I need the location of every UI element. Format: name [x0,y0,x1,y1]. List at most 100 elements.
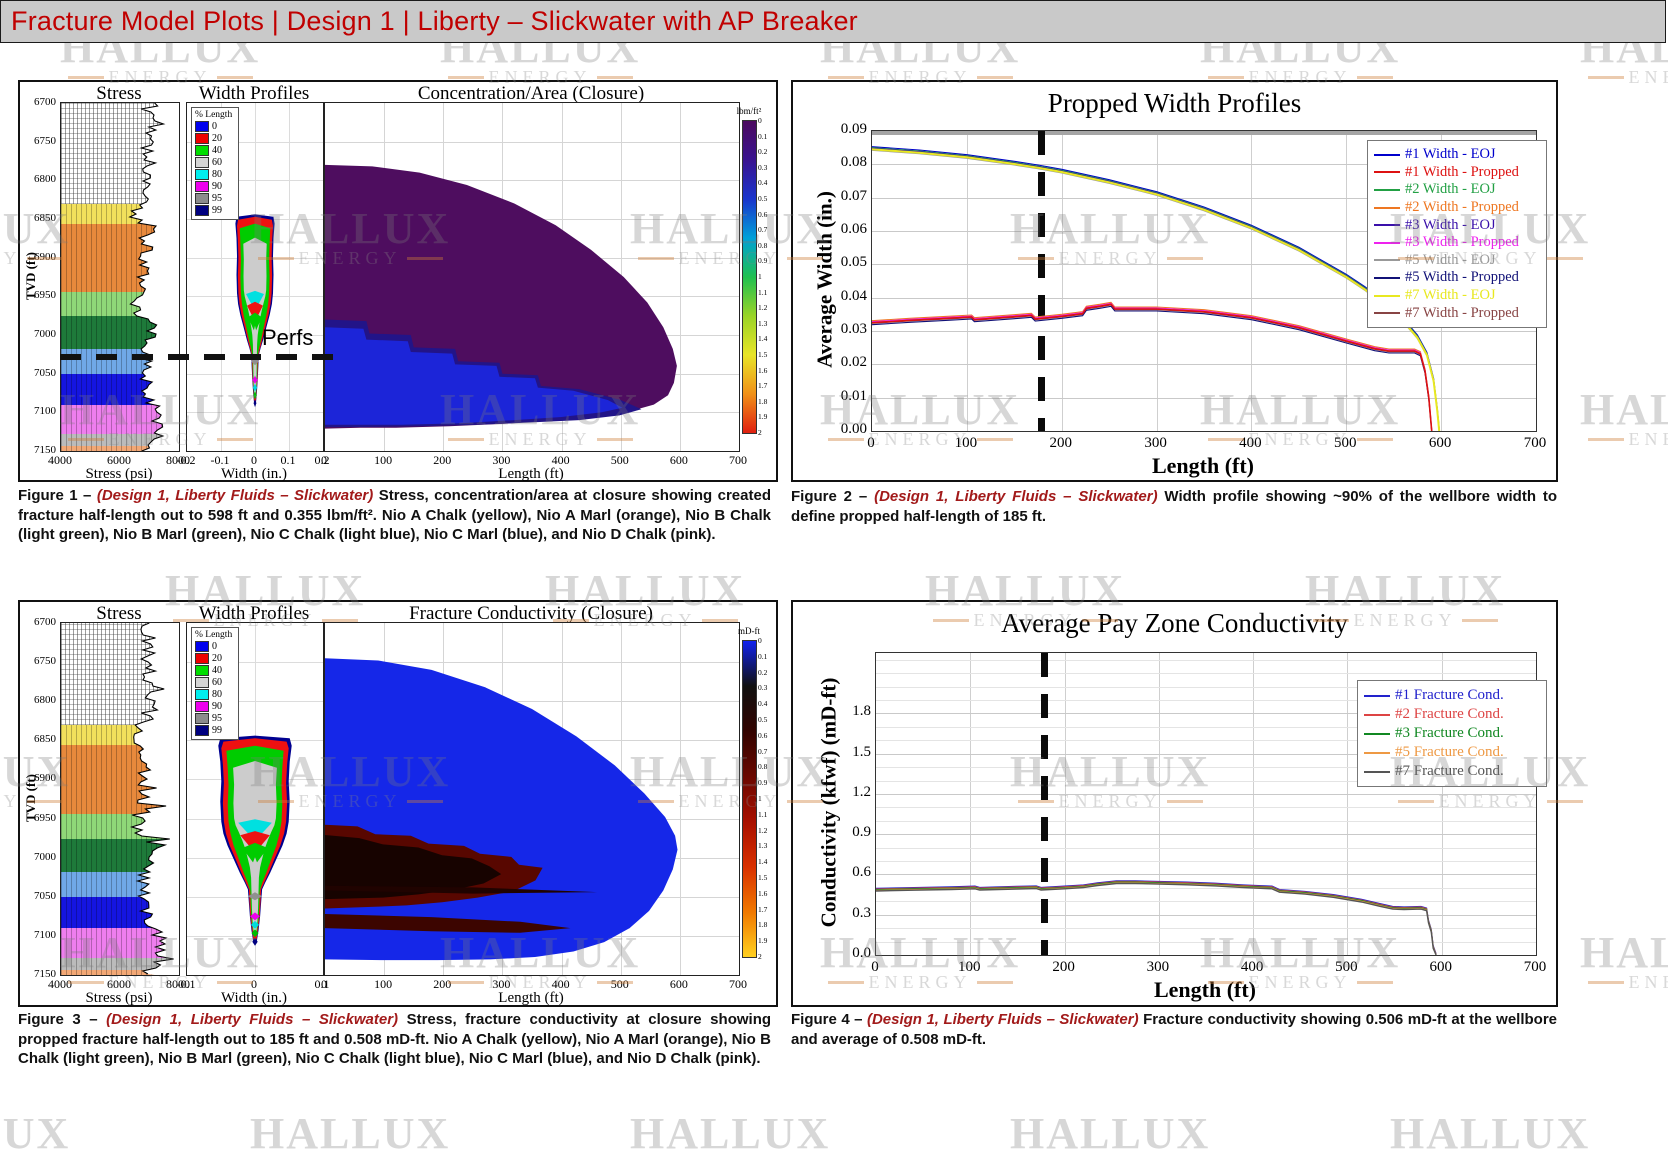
colorbar-tick-label: 0.6 [758,730,768,740]
tvd-tick-label: 6800 [34,173,56,186]
figure2-caption: Figure 2 – (Design 1, Liberty Fluids – S… [791,487,1557,526]
plot-shape [872,301,1433,430]
figure1-caption-body: Stress, concentration/area at closure sh… [18,487,771,543]
plot-shape [250,920,260,929]
colorbar-tick-label: 1.5 [758,350,768,359]
plot-canvas [218,735,292,946]
watermark-line1: HALLUX [250,1109,451,1156]
legend-item: 99 [195,724,232,736]
formation-band [61,433,179,446]
tvd-axis-label: TVD (ft) [23,252,38,301]
legend-swatch [195,640,209,652]
x-tick-label: 0 [867,435,875,451]
legend-item: #2 Width - Propped [1374,199,1540,217]
plot-shape [872,304,1433,431]
legend-swatch [195,156,209,168]
gridline-h [325,180,739,182]
propped-length-marker [1037,131,1045,431]
plot-shape [238,819,272,839]
legend-line-sample [1364,732,1390,735]
legend-swatch [195,204,209,216]
tvd-tick-label: 6850 [34,212,56,224]
legend-item: #3 Width - Propped [1374,234,1540,252]
stress-plot [60,622,180,976]
colorbar-tick-label: 0.8 [758,240,768,250]
legend-line-sample [1374,312,1400,315]
y-tick-label: 0.02 [840,354,867,371]
watermark-rule [827,76,864,79]
legend-item-label: #3 Width - EOJ [1405,216,1496,233]
plot-shape [325,835,502,900]
colorbar-tick-label: 0.3 [758,683,768,693]
legend-swatch [195,724,209,736]
legend-item-label: 80 [212,168,222,180]
plot-shape [253,399,257,408]
tvd-tick-label: 6750 [34,134,56,147]
legend-item-label: #7 Fracture Cond. [1395,763,1504,779]
gridline-v [1347,653,1349,955]
x-tick-label: 400 [1240,959,1264,975]
gridline-v [1064,653,1066,955]
watermark-line1: HALLUX [1580,928,1668,977]
tvd-tick-label: 7100 [34,405,56,418]
gridline-h [872,197,1536,199]
width-x-tick-label: -0.1 [210,453,230,467]
legend-item: #1 Width - EOJ [1374,146,1540,164]
x-tick-label: 600 [1429,959,1452,975]
legend-swatch [195,144,209,156]
watermark-rule [1587,981,1624,984]
x-tick-label: 200 [1049,435,1072,451]
gridline-minor-h [876,861,1536,863]
length-x-tick-label: 0 [321,453,327,467]
figure2-caption-design-tag: (Design 1, Liberty Fluids – Slickwater) [874,488,1158,505]
stress-plot [60,102,180,452]
tvd-tick-label: 6900 [34,250,56,263]
plot-canvas [235,214,275,408]
legend-item-label: #2 Width - EOJ [1405,181,1496,198]
legend-item: 90 [195,180,232,192]
length-x-tick-label: 400 [551,453,570,467]
colorbar-tick-label: 1 [758,794,762,803]
gridline-v [1253,653,1255,955]
gridline-minor-h [876,928,1536,930]
stress-x-tick-label: 4000 [48,977,72,991]
main-panel-title: Fracture Conductivity (Closure) [409,603,653,624]
legend-title: % Length [195,630,233,640]
watermark-energy-text: ENERGY [1628,67,1668,87]
gridline-h [872,231,1536,232]
y-axis-label: Average Width (in.) [812,191,837,368]
colorbar-tick-label: 0.9 [758,778,768,788]
x-tick-label: 600 [1428,435,1452,451]
gridline-h [872,264,1536,266]
legend-item-label: 40 [212,664,222,676]
colorbar-tick-label: 0 [758,116,762,125]
length-x-tick-label: 500 [610,453,629,467]
legend-swatch [195,168,209,180]
width-xaxis-label: Width (in.) [220,990,288,1006]
watermark-rule [1587,76,1624,79]
y-tick-label: 1.8 [852,703,871,720]
legend-item: 95 [195,712,232,724]
figure1-composite-plot: Stress Width Profiles Concentration/Area (… [18,80,778,482]
colorbar-tick-label: 1.3 [758,318,768,328]
plot-shape [240,831,270,851]
gridline-h [876,713,1536,715]
colorbar-tick-label: 0.4 [758,699,768,709]
legend-item-label: 99 [212,204,222,216]
plot-shape [872,302,1433,431]
legend-item-label: #7 Width - EOJ [1405,287,1496,304]
watermark-line2: ENERGY [1580,429,1668,450]
plot-shape [247,301,263,320]
figure4-caption-design-tag: (Design 1, Liberty Fluids – Slickwater) [866,1011,1139,1028]
colorbar-tick-label: 1 [758,272,762,281]
plot-shape [251,929,259,938]
plot-shape [128,103,166,451]
legend-item-label: 90 [212,700,222,712]
width-x-tick-label: 0.2 [314,453,330,467]
colorbar-tick-label: 0.5 [758,715,768,724]
colorbar-tick-label: 0.8 [758,762,768,772]
legend-item: 0 [195,640,232,652]
x-tick-label: 100 [954,435,978,451]
tvd-tick-label: 7050 [34,889,56,902]
